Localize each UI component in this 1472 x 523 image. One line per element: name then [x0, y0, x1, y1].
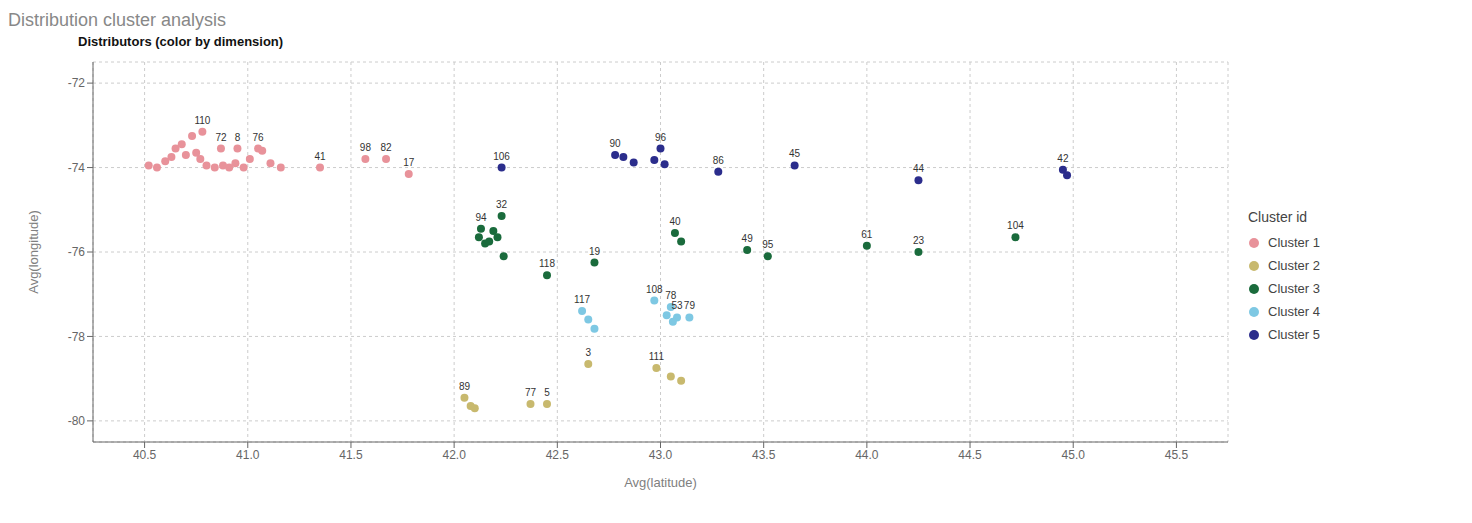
svg-text:89: 89 — [459, 381, 471, 392]
svg-text:Avg(latitude): Avg(latitude) — [624, 475, 697, 490]
svg-text:76: 76 — [253, 132, 265, 143]
svg-text:41.0: 41.0 — [236, 448, 260, 462]
svg-text:3: 3 — [585, 347, 591, 358]
svg-text:118: 118 — [539, 258, 555, 269]
svg-text:44: 44 — [913, 163, 925, 174]
svg-text:78: 78 — [665, 290, 677, 301]
svg-text:42.5: 42.5 — [546, 448, 570, 462]
svg-text:77: 77 — [525, 387, 537, 398]
svg-text:-74: -74 — [68, 161, 86, 175]
svg-text:45: 45 — [789, 148, 801, 159]
svg-text:94: 94 — [475, 212, 487, 223]
svg-text:72: 72 — [215, 132, 227, 143]
svg-text:44.5: 44.5 — [958, 448, 982, 462]
svg-text:42: 42 — [1057, 153, 1069, 164]
svg-text:Avg(longitude): Avg(longitude) — [26, 210, 41, 294]
html-text:Cluster 2: Cluster 2 — [1268, 258, 1320, 273]
svg-text:32: 32 — [496, 199, 508, 210]
svg-text:79: 79 — [684, 300, 696, 311]
html-text:Distribution cluster analysis: Distribution cluster analysis — [8, 10, 227, 30]
svg-text:61: 61 — [861, 229, 873, 240]
svg-text:108: 108 — [646, 284, 663, 295]
svg-text:-80: -80 — [68, 414, 86, 428]
svg-text:82: 82 — [380, 142, 392, 153]
svg-text:110: 110 — [194, 115, 210, 126]
svg-text:45.0: 45.0 — [1062, 448, 1086, 462]
html-text:Cluster 1: Cluster 1 — [1268, 235, 1320, 250]
svg-text:42.0: 42.0 — [442, 448, 466, 462]
svg-text:19: 19 — [589, 246, 601, 257]
svg-text:43.0: 43.0 — [649, 448, 673, 462]
svg-text:49: 49 — [742, 233, 754, 244]
svg-text:86: 86 — [713, 155, 725, 166]
svg-text:-72: -72 — [68, 76, 86, 90]
svg-text:111: 111 — [649, 351, 665, 362]
svg-text:43.5: 43.5 — [752, 448, 776, 462]
svg-text:17: 17 — [403, 157, 415, 168]
svg-text:41: 41 — [314, 151, 326, 162]
svg-text:23: 23 — [913, 235, 925, 246]
html-text:Cluster id: Cluster id — [1248, 209, 1308, 225]
svg-text:41.5: 41.5 — [339, 448, 363, 462]
svg-text:40: 40 — [669, 216, 681, 227]
svg-text:8: 8 — [235, 132, 241, 143]
svg-text:106: 106 — [493, 151, 510, 162]
svg-text:98: 98 — [360, 142, 372, 153]
html-text:Distributors (color by dimensi: Distributors (color by dimension) — [78, 34, 284, 49]
svg-text:44.0: 44.0 — [855, 448, 879, 462]
svg-text:-78: -78 — [68, 330, 86, 344]
svg-text:90: 90 — [610, 138, 622, 149]
html-text:Cluster 3: Cluster 3 — [1268, 281, 1320, 296]
svg-text:117: 117 — [574, 294, 590, 305]
svg-text:45.5: 45.5 — [1165, 448, 1189, 462]
svg-text:53: 53 — [671, 300, 683, 311]
svg-text:96: 96 — [655, 132, 667, 143]
svg-text:-76: -76 — [68, 245, 86, 259]
svg-text:104: 104 — [1007, 220, 1024, 231]
html-text:Cluster 4: Cluster 4 — [1268, 304, 1320, 319]
svg-text:5: 5 — [544, 387, 550, 398]
svg-text:40.5: 40.5 — [133, 448, 157, 462]
svg-text:95: 95 — [762, 239, 774, 250]
html-text:Cluster 5: Cluster 5 — [1268, 327, 1320, 342]
